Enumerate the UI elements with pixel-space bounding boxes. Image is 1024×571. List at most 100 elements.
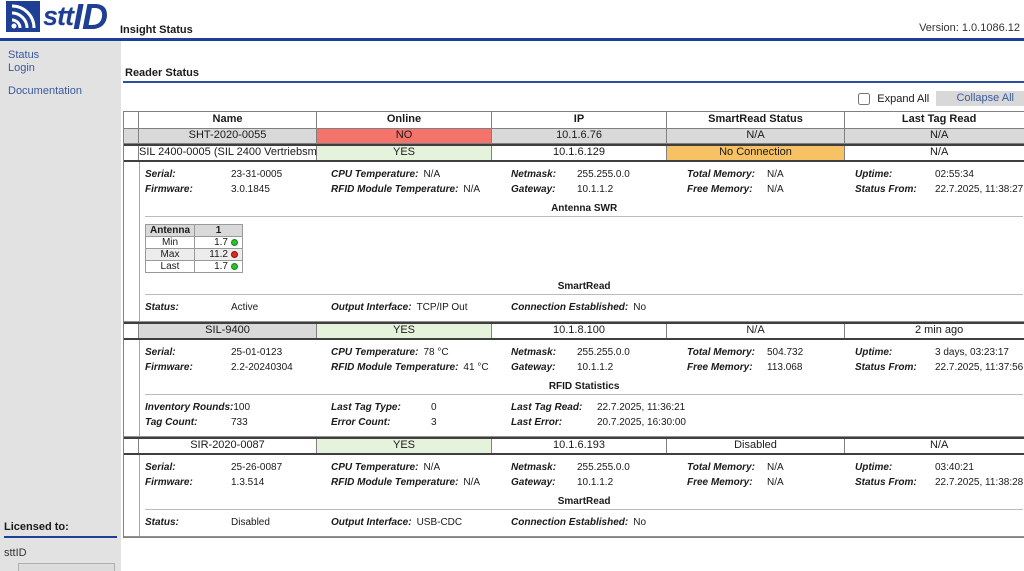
section-divider xyxy=(145,216,1024,217)
column-header-last-tag-read: Last Tag Read xyxy=(901,113,977,125)
top-bar: stt ID Insight Status Version: 1.0.1086.… xyxy=(0,0,1024,38)
info-field: Serial: 23-31-0005 xyxy=(145,169,283,180)
sidebar: Status Login Documentation Licensed to: … xyxy=(0,41,121,571)
info-field: Free Memory: 113.068 xyxy=(687,362,803,373)
table-row[interactable]: SHT-2020-0055 NO 10.1.6.76 N/A N/A xyxy=(124,129,1024,144)
status-dot-green xyxy=(231,263,238,270)
logo-text-id: ID xyxy=(73,0,108,37)
row-expander[interactable] xyxy=(124,146,139,160)
sidebar-item-status[interactable]: Status xyxy=(8,49,40,61)
row-expander[interactable] xyxy=(124,129,139,143)
info-field: Netmask: 255.255.0.0 xyxy=(511,169,630,180)
info-field: Gateway: 10.1.1.2 xyxy=(511,362,614,373)
last-tag-read: N/A xyxy=(845,129,1024,143)
table-row[interactable]: SIL-9400 YES 10.1.8.100 N/A 2 min ago xyxy=(124,322,1024,340)
info-field: RFID Module Temperature: N/A xyxy=(331,477,481,488)
reader-status-heading: Reader Status xyxy=(125,67,199,79)
info-field: Total Memory: N/A xyxy=(687,462,784,473)
header-divider xyxy=(0,38,1024,41)
reader-ip: 10.1.6.76 xyxy=(492,129,667,143)
info-field: RFID Module Temperature: 41 °C xyxy=(331,362,489,373)
info-field: Status From: 22.7.2025, 11:38:28 xyxy=(855,477,1024,488)
smartread-field: Connection Established: No xyxy=(511,302,647,313)
reader-info-grid: Serial: 23-31-0005 CPU Temperature: N/A Ne… xyxy=(145,169,1023,195)
status-dot-red xyxy=(231,251,238,258)
row-expander[interactable] xyxy=(124,324,139,338)
last-tag-read: 2 min ago xyxy=(914,324,964,336)
info-field: Total Memory: 504.732 xyxy=(687,347,804,358)
info-field: Firmware: 1.3.514 xyxy=(145,477,265,488)
info-field: Free Memory: N/A xyxy=(687,184,784,195)
smartread-field: Status: Active xyxy=(145,302,259,313)
version-label: Version: 1.0.1086.12 xyxy=(919,22,1020,34)
reader-name: SIR-2020-0087 xyxy=(139,439,317,453)
licensed-to-label: Licensed to: xyxy=(4,521,69,533)
last-tag-read: N/A xyxy=(929,439,949,451)
table-row[interactable]: SIL 2400-0005 (SIL 2400 Vertriebsmuster)… xyxy=(124,144,1024,162)
info-field: Uptime: 03:40:21 xyxy=(855,462,974,473)
info-field: Status From: 22.7.2025, 11:37:56 xyxy=(855,362,1024,373)
page-title: Insight Status xyxy=(120,24,193,36)
reader-ip: 10.1.6.193 xyxy=(492,439,667,453)
column-header-smartread: SmartRead Status xyxy=(667,112,845,128)
info-field: Uptime: 02:55:34 xyxy=(855,169,974,180)
info-field: CPU Temperature: N/A xyxy=(331,462,441,473)
partial-control[interactable] xyxy=(18,563,115,571)
section-divider xyxy=(145,394,1024,395)
swr-header-port: 1 xyxy=(194,224,243,237)
reader-info-grid: Serial: 25-26-0087 CPU Temperature: N/A Ne… xyxy=(145,462,1023,488)
smartread-field: Output Interface: USB-CDC xyxy=(331,517,463,528)
sttid-logo[interactable]: stt ID xyxy=(6,0,108,37)
online-status-badge: YES xyxy=(317,146,492,160)
main-content: Reader Status Expand All Collapse All Na… xyxy=(121,41,1024,571)
reader-status-table: Name Online IP SmartRead Status Last Tag… xyxy=(123,111,1024,538)
rfid-statistics-grid: Inventory Rounds:100 Last Tag Type: 0 Las… xyxy=(145,402,1023,428)
smartread-status: No Connection xyxy=(667,146,845,160)
section-divider xyxy=(145,294,1024,295)
stat-field: Inventory Rounds:100 xyxy=(145,402,251,413)
table-row[interactable]: SIR-2020-0087 YES 10.1.6.193 Disabled N/… xyxy=(124,437,1024,455)
expand-all-label: Expand All xyxy=(877,92,930,105)
info-field: Gateway: 10.1.1.2 xyxy=(511,477,614,488)
smartread-status: N/A xyxy=(667,129,845,143)
smartread-field: Output Interface: TCP/IP Out xyxy=(331,302,468,313)
column-header-ip: IP xyxy=(492,112,667,128)
smartread-field: Status: Disabled xyxy=(145,517,270,528)
info-field: Serial: 25-01-0123 xyxy=(145,347,283,358)
reader-ip: 10.1.6.129 xyxy=(492,146,667,160)
swr-header-antenna: Antenna xyxy=(145,224,195,237)
stat-field: Error Count: 3 xyxy=(331,417,437,428)
sidebar-item-documentation[interactable]: Documentation xyxy=(8,85,82,97)
column-header-name: Name xyxy=(139,112,317,128)
info-field: Uptime: 3 days, 03:23:17 xyxy=(855,347,1009,358)
reader-status-divider xyxy=(123,81,1024,83)
table-header-row: Name Online IP SmartRead Status Last Tag… xyxy=(124,112,1024,129)
info-field: Netmask: 255.255.0.0 xyxy=(511,347,630,358)
logo-text-stt: stt xyxy=(43,1,74,31)
licensed-to-value: sttID xyxy=(4,547,27,559)
stat-field: Last Error: 20.7.2025, 16:30:00 xyxy=(511,417,686,428)
stat-field: Last Tag Read: 22.7.2025, 11:36:21 xyxy=(511,402,686,413)
info-field: Serial: 25-26-0087 xyxy=(145,462,283,473)
expander-column-header xyxy=(124,112,139,128)
status-dot-green xyxy=(231,239,238,246)
reader-name: SHT-2020-0055 xyxy=(139,129,317,143)
online-status-badge: YES xyxy=(317,324,492,338)
row-expander[interactable] xyxy=(124,439,139,453)
expand-all-checkbox[interactable] xyxy=(858,92,871,105)
section-divider xyxy=(145,509,1024,510)
reader-name: SIL 2400-0005 (SIL 2400 Vertriebsmuster) xyxy=(139,146,317,160)
smartread-status: Disabled xyxy=(667,439,845,453)
info-field: CPU Temperature: N/A xyxy=(331,169,441,180)
reader-name: SIL-9400 xyxy=(139,324,317,338)
antenna-swr-table: Antenna 1 Min 1.7 Max 11.2 Last 1.7 xyxy=(145,224,243,273)
antenna-swr-heading: Antenna SWR xyxy=(551,203,618,214)
swr-row: Max 11.2 xyxy=(145,248,243,261)
reader-detail-panel: Serial: 25-26-0087 CPU Temperature: N/A Ne… xyxy=(124,455,1024,537)
sidebar-item-login[interactable]: Login xyxy=(8,62,35,74)
stat-field: Last Tag Type: 0 xyxy=(331,402,437,413)
last-tag-read: N/A xyxy=(929,146,949,158)
reader-detail-panel: Serial: 23-31-0005 CPU Temperature: N/A Ne… xyxy=(124,162,1024,322)
collapse-all-button[interactable]: Collapse All xyxy=(936,91,1024,106)
info-field: RFID Module Temperature: N/A xyxy=(331,184,481,195)
